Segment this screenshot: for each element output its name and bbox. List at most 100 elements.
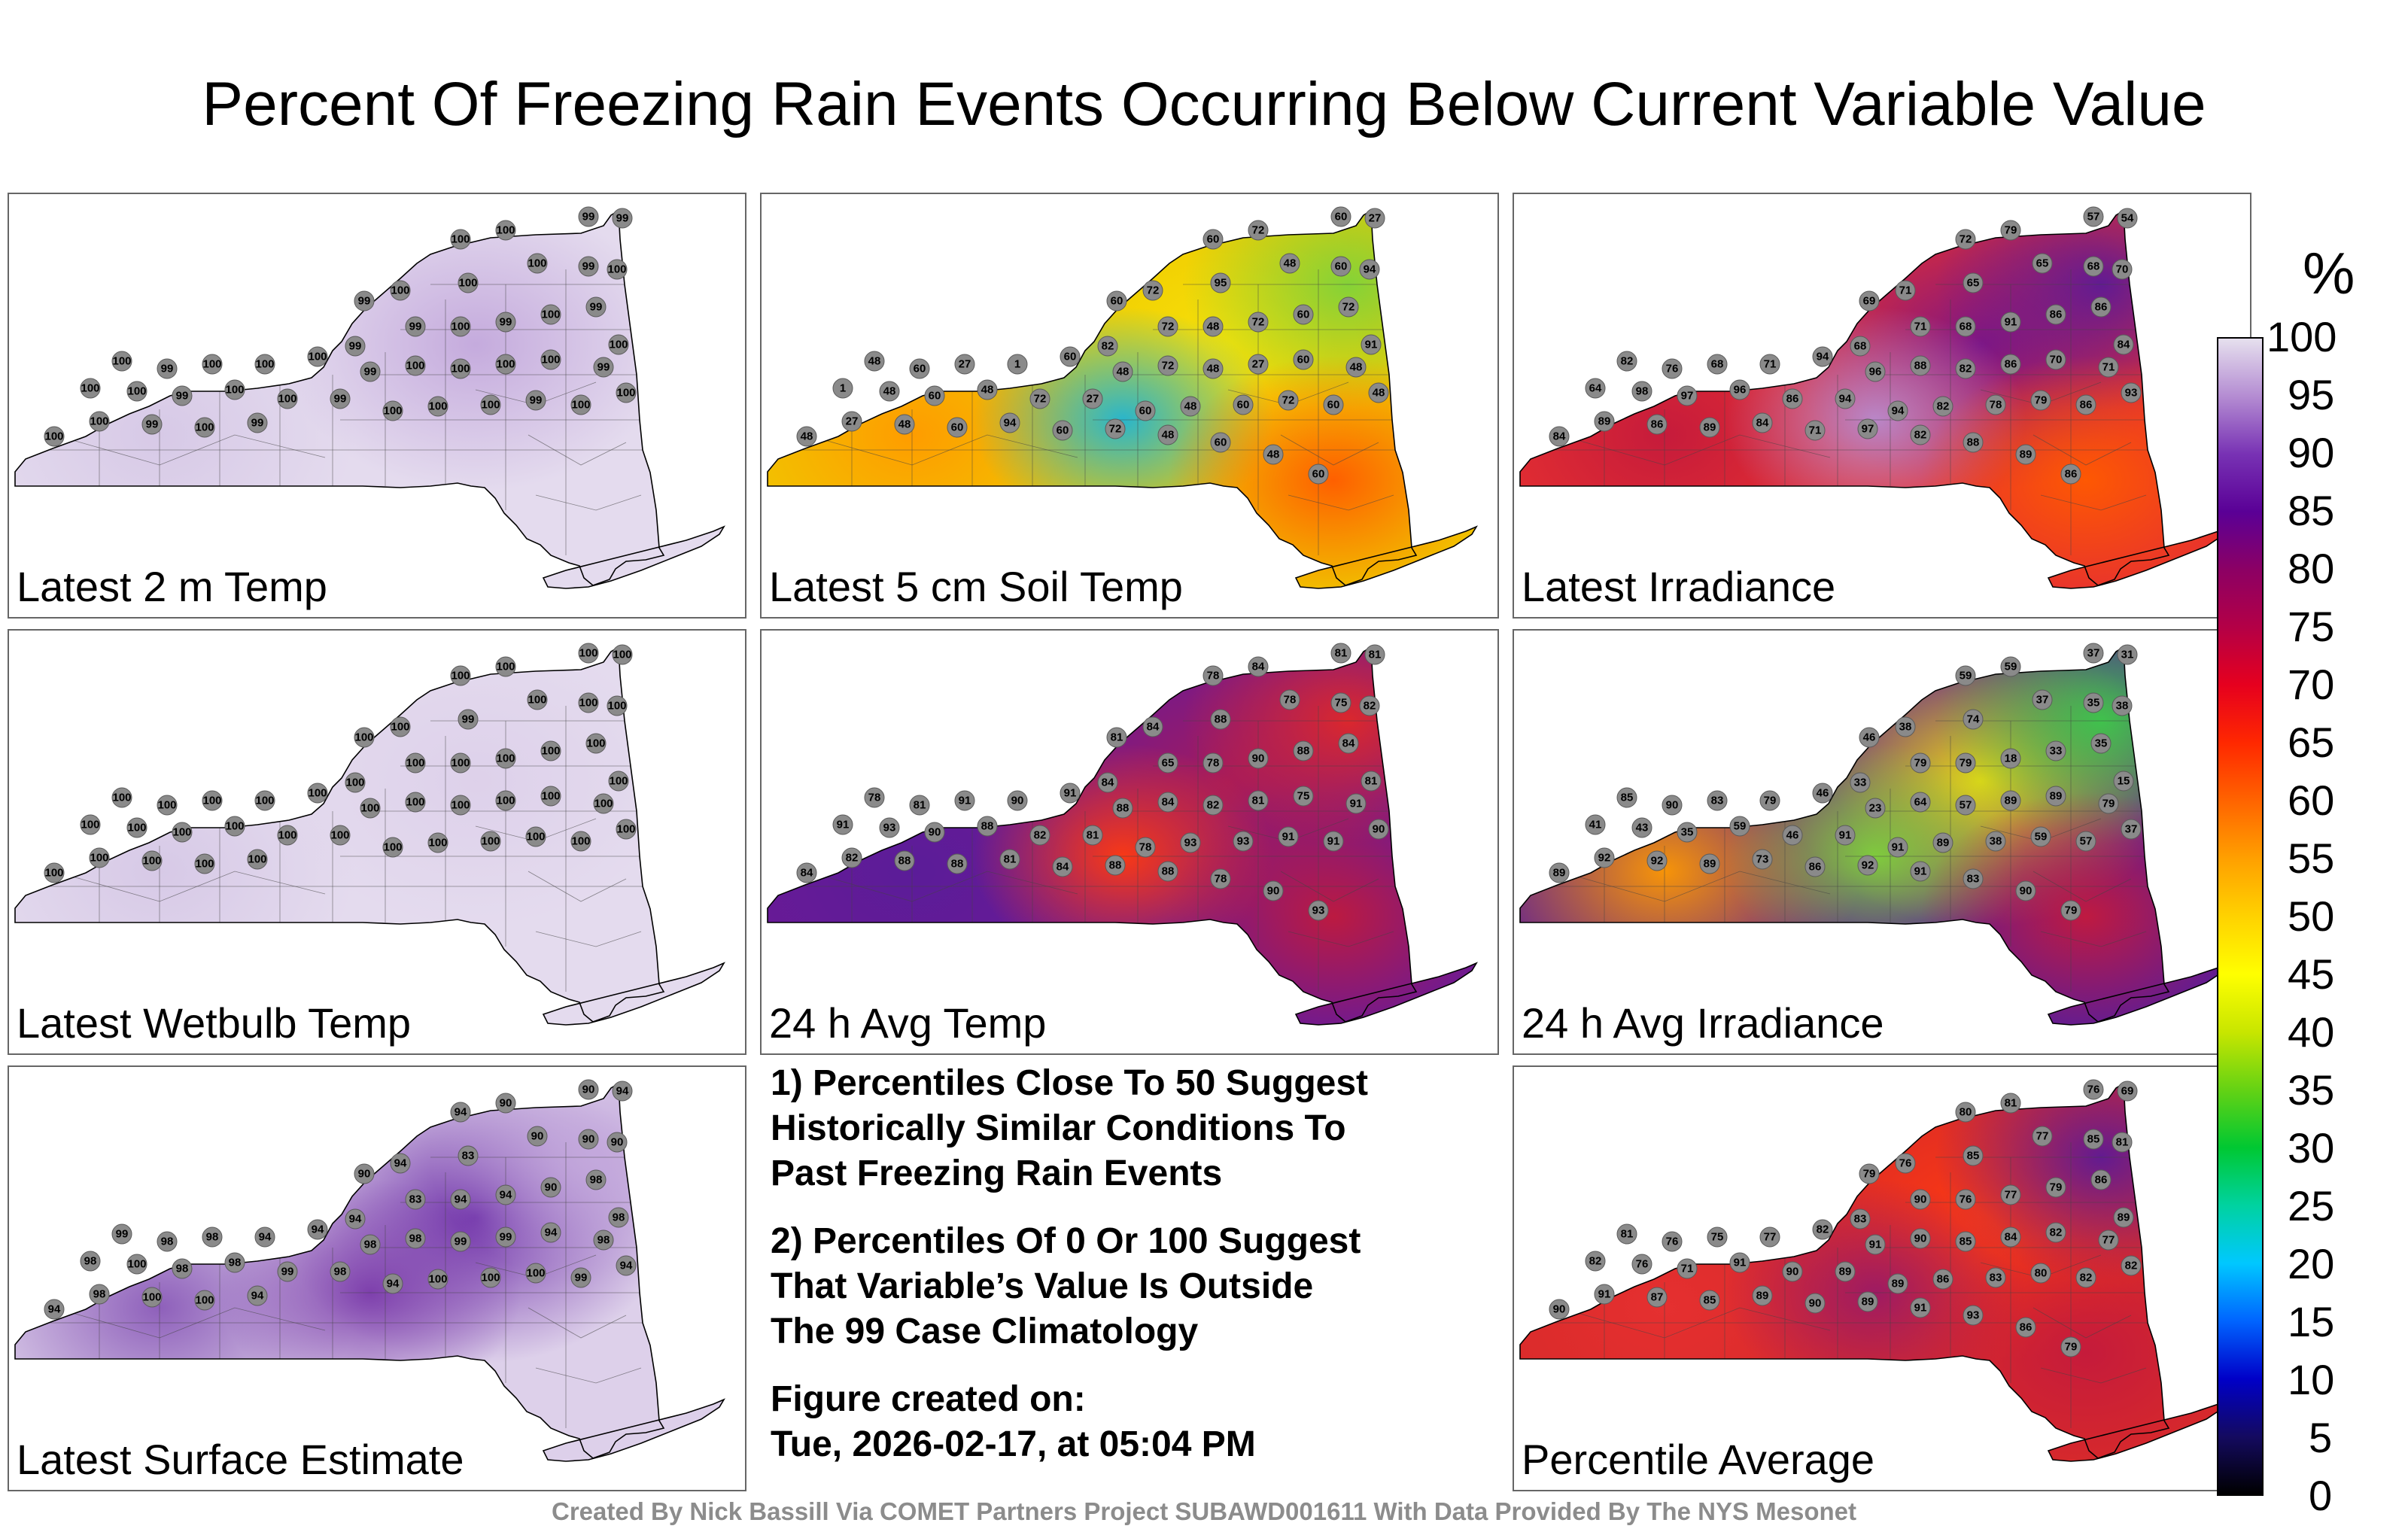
station-marker: 1 [832, 378, 853, 399]
station-value: 88 [1117, 802, 1130, 815]
station-marker: 37 [2121, 819, 2142, 840]
station-value: 79 [2005, 224, 2017, 237]
station-value: 48 [981, 384, 994, 397]
station-value: 99 [146, 418, 159, 431]
station-value: 89 [2118, 1211, 2130, 1224]
created-label: Figure created on: [771, 1379, 1086, 1419]
station-marker: 88 [1112, 798, 1133, 819]
station-marker: 75 [1707, 1226, 1728, 1248]
station-value: 68 [1960, 321, 1972, 333]
station-marker: 100 [277, 388, 298, 409]
station-value: 82 [1589, 1255, 1602, 1268]
station-value: 80 [2035, 1267, 2048, 1280]
station-value: 98 [84, 1255, 97, 1268]
station-value: 100 [406, 796, 424, 809]
station-value: 94 [1817, 351, 1829, 363]
station-value: 94 [616, 1085, 629, 1098]
station-value: 37 [2036, 694, 2049, 707]
station-marker: 85 [1699, 1290, 1720, 1311]
station-marker: 59 [1955, 665, 1976, 686]
station-marker: 100 [570, 831, 591, 852]
station-value: 100 [112, 792, 131, 804]
colorbar-tick-label: 90 [2288, 429, 2335, 476]
station-value: 85 [1704, 1294, 1716, 1307]
station-marker: 77 [1759, 1226, 1780, 1248]
station-marker: 94 [254, 1226, 275, 1248]
station-value: 79 [1914, 757, 1927, 770]
colorbar-tick-label: 80 [2288, 545, 2335, 592]
station-marker: 100 [607, 259, 628, 280]
station-value: 82 [1937, 400, 1950, 413]
station-marker: 48 [796, 426, 817, 447]
station-marker: 88 [977, 816, 998, 837]
station-value: 71 [2102, 361, 2115, 374]
station-marker: 99 [450, 1231, 471, 1252]
state-outline [1294, 525, 1478, 589]
station-value: 82 [1960, 363, 1972, 375]
colorbar-tick-label: 65 [2288, 719, 2335, 766]
station-value: 88 [1109, 859, 1122, 872]
station-value: 81 [1369, 649, 1382, 661]
colorbar-unit: % [2303, 240, 2355, 306]
station-value: 71 [1809, 424, 1822, 437]
station-value: 90 [531, 1130, 544, 1143]
station-value: 83 [1990, 1272, 2002, 1284]
station-marker: 78 [864, 787, 885, 808]
station-value: 91 [1282, 831, 1295, 843]
station-marker: 100 [525, 1263, 546, 1284]
station-marker: 95 [1210, 272, 1231, 293]
station-value: 96 [1734, 384, 1747, 397]
station-value: 60 [914, 363, 926, 375]
station-value: 99 [281, 1266, 294, 1278]
station-marker: 81 [909, 795, 930, 816]
station-marker: 82 [1812, 1219, 1833, 1240]
station-value: 82 [1207, 799, 1220, 812]
station-marker: 98 [202, 1226, 223, 1248]
station-value: 83 [1967, 873, 1980, 886]
station-value: 79 [1960, 757, 1972, 770]
station-marker: 91 [954, 790, 975, 811]
station-value: 84 [801, 867, 813, 880]
station-marker: 91 [1865, 1234, 1886, 1255]
station-marker: 84 [2000, 1226, 2021, 1248]
station-marker: 99 [172, 385, 193, 406]
station-value: 64 [1914, 796, 1927, 809]
station-marker: 92 [1594, 847, 1615, 868]
station-marker: 84 [796, 862, 817, 883]
station-value: 94 [1839, 393, 1852, 406]
colorbar-tick-label: 15 [2288, 1298, 2335, 1345]
state-outline [767, 646, 1418, 1023]
station-value: 98 [364, 1239, 377, 1251]
station-marker: 94 [999, 412, 1020, 433]
note-line: 2) Percentiles Of 0 Or 100 Suggest [771, 1221, 1361, 1261]
station-marker: 86 [2090, 1169, 2112, 1190]
station-value: 86 [2095, 301, 2108, 314]
ny-map: 72 79 57 54 69 71 65 65 68 70 68 71 68 91 86 86 84 82 76 68… [1519, 206, 2230, 589]
panel-latest-surface-estimate: 94 90 90 94 90 94 83 90 90 90 94 83 94 94 90 98 98 99 98 98… [8, 1065, 746, 1491]
station-marker: 78 [1279, 689, 1300, 710]
station-value: 89 [1704, 858, 1716, 871]
station-marker: 100 [480, 831, 501, 852]
station-value: 84 [1102, 777, 1114, 789]
station-marker: 70 [2045, 349, 2066, 370]
station-value: 94 [312, 1223, 324, 1236]
station-value: 72 [1252, 316, 1265, 329]
station-value: 100 [195, 858, 214, 871]
colorbar-tick-label: 20 [2288, 1240, 2335, 1287]
station-value: 81 [1111, 731, 1123, 744]
station-value: 98 [161, 1236, 174, 1248]
station-marker: 76 [1955, 1189, 1976, 1210]
station-value: 59 [1734, 820, 1747, 833]
station-value: 94 [251, 1290, 264, 1302]
station-marker: 100 [527, 253, 548, 274]
station-value: 100 [496, 752, 515, 765]
station-marker: 76 [1662, 1231, 1683, 1252]
station-value: 48 [1184, 400, 1197, 413]
station-value: 100 [526, 831, 545, 843]
panel-label: Latest Surface Estimate [17, 1436, 464, 1483]
station-marker: 93 [879, 817, 900, 838]
station-value: 65 [2036, 257, 2049, 270]
station-marker: 100 [495, 220, 516, 241]
station-value: 100 [383, 841, 402, 854]
station-marker: 86 [2075, 394, 2096, 415]
